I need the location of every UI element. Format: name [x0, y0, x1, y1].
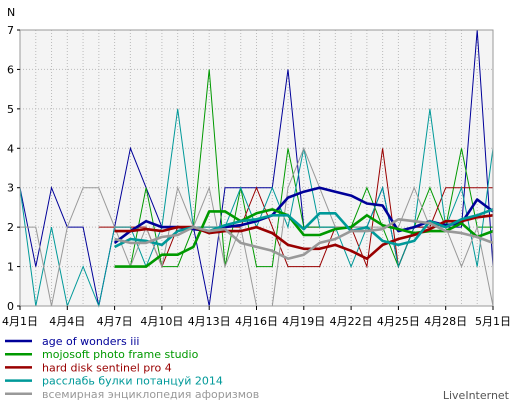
series-line-2	[98, 148, 493, 269]
watermark: LiveInternet	[443, 389, 510, 402]
x-tick-label: 4月16日	[235, 315, 278, 328]
series-average-lines	[113, 186, 494, 268]
series-line-1	[114, 69, 493, 268]
x-tick-label: 5月1日	[475, 315, 511, 328]
x-tick-label: 4月25日	[377, 315, 420, 328]
x-axis: 4月1日 4月4日 4月7日 4月10日 4月13日 4月16日 4月19日 4月22日 4月2…	[2, 306, 511, 328]
y-tick-label: 5	[7, 103, 14, 116]
x-tick-label: 4月28日	[424, 315, 467, 328]
legend-label: age of wonders iii	[42, 335, 139, 348]
y-tick-label: 7	[7, 24, 14, 37]
x-tick-label: 4月19日	[282, 315, 325, 328]
series-average-line-4	[114, 218, 494, 260]
y-tick-label: 6	[7, 63, 14, 76]
series-average-line-1	[114, 208, 494, 268]
x-tick-label: 4月7日	[97, 315, 133, 328]
legend-label: расслабь булки потанцуй 2014	[42, 375, 223, 388]
y-axis-label: N	[7, 6, 15, 19]
legend-label: mojosoft photo frame studio	[42, 348, 199, 361]
y-tick-label: 2	[7, 221, 14, 234]
x-tick-label: 4月22日	[330, 315, 373, 328]
y-tick-label: 1	[7, 261, 14, 274]
legend-label: hard disk sentinel pro 4	[42, 361, 172, 374]
y-tick-label: 0	[7, 300, 14, 313]
x-tick-label: 4月10日	[140, 315, 183, 328]
y-tick-label: 4	[7, 142, 14, 155]
y-axis: 0 1 2 3 4 5 6 7	[7, 24, 20, 313]
series-average-line-2	[114, 214, 494, 260]
legend-label: всемирная энциклопедия афоризмов	[42, 388, 259, 401]
x-tick-label: 4月1日	[2, 315, 38, 328]
x-tick-label: 4月4日	[49, 315, 85, 328]
series-average-line-3	[114, 208, 494, 249]
y-tick-label: 3	[7, 182, 14, 195]
x-tick-label: 4月13日	[188, 315, 231, 328]
